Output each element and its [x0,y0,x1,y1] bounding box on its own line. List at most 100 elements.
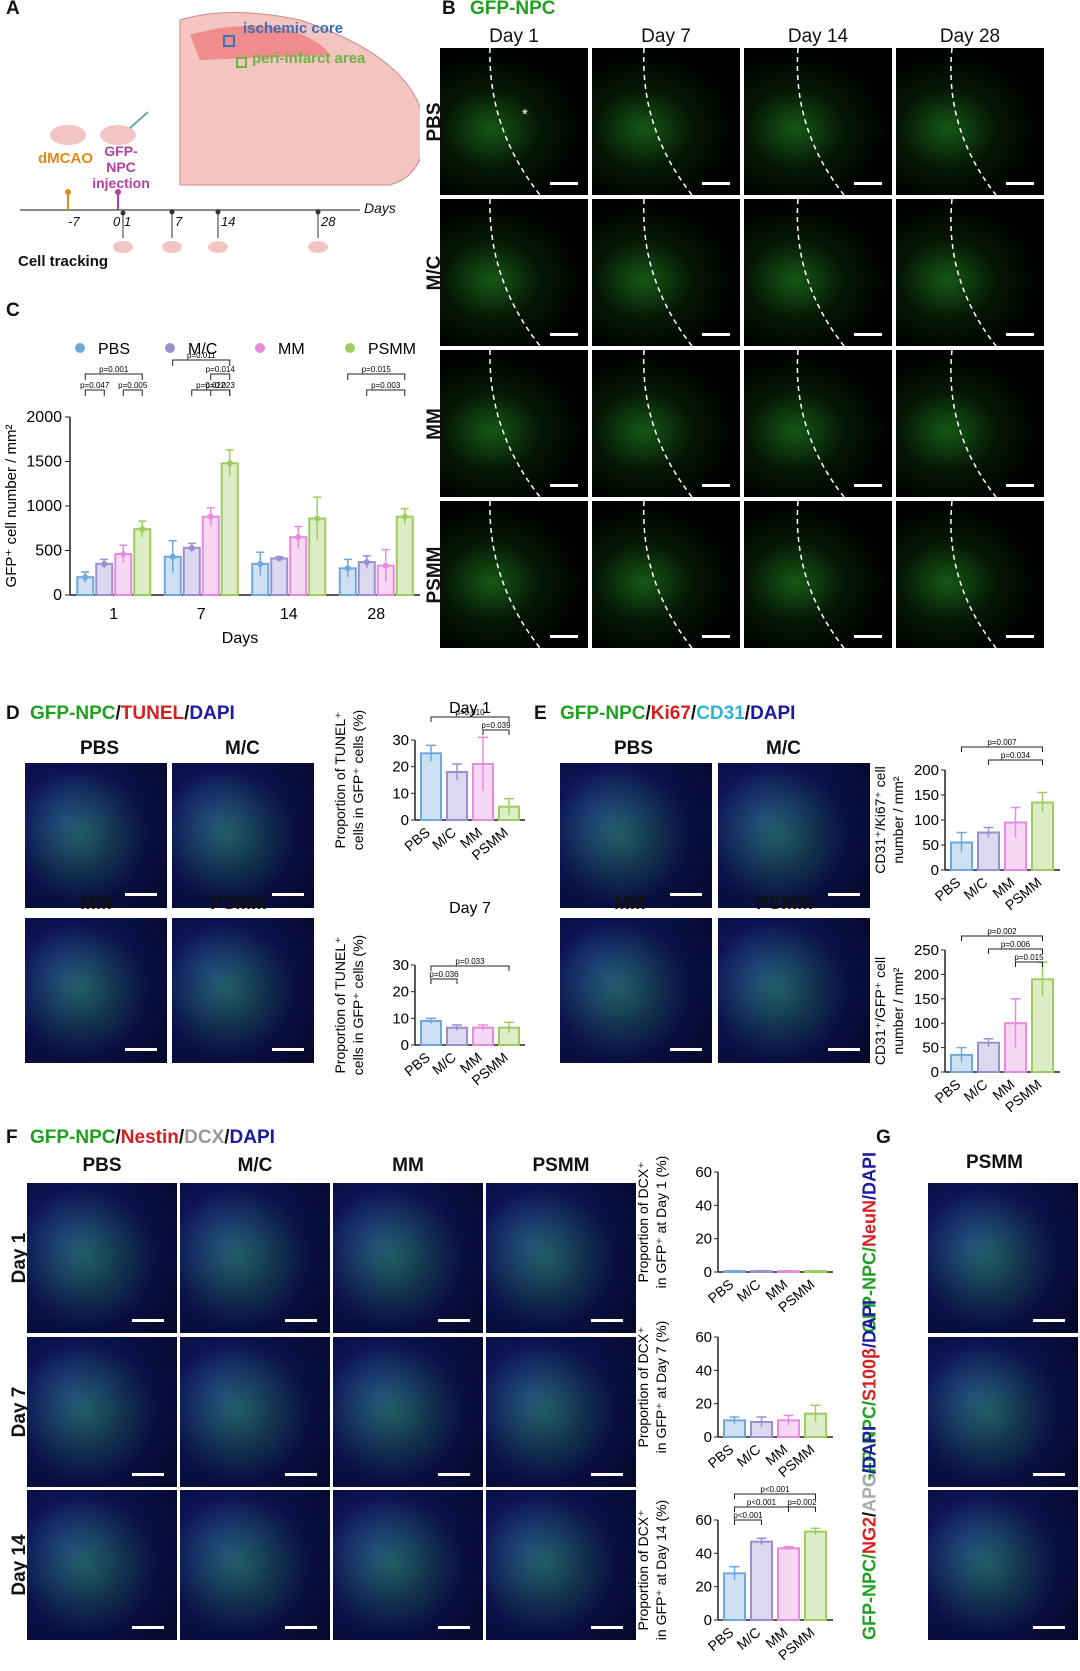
lesion-boundary [489,48,541,195]
y-axis-label: Proportion of DCX⁺ [635,1510,651,1631]
micrograph [440,199,588,346]
y-tick-label: 0 [704,1612,712,1629]
p-value-label: p=0.036 [429,970,459,979]
y-tick-label: 150 [914,787,939,804]
fluorescence [172,763,314,908]
panel-c-letter: C [6,300,20,321]
y-tick-label: 0 [704,1264,712,1281]
p-value-label: p=0.003 [371,381,401,390]
y-tick-label: 20 [392,984,409,1001]
row-header-part: /DAPI [859,1425,880,1474]
column-header: Day 14 [787,26,849,47]
micrograph [718,918,870,1063]
x-tick-label: M/C [733,1276,763,1305]
data-point [139,526,146,533]
y-tick-label: 200 [914,762,939,779]
lesion-boundary [489,501,541,648]
p-value-label: p=0.047 [80,381,110,390]
legend-label: MM [278,341,305,358]
row-header-part: S100β [859,1347,880,1401]
data-point [401,513,408,520]
dashed-line [950,350,997,497]
fluorescence [180,1337,330,1487]
micrograph [560,918,712,1063]
fluorescence [333,1490,483,1640]
chart-e-top: 0 50 100 150 200 CD31⁺/Ki67⁺ cell number / mm²… [872,738,1060,913]
significance-bracket [961,935,1043,941]
row-header-part: GFP-NPC/ [859,1553,880,1640]
fluorescence [718,918,870,1063]
micrograph [440,501,588,648]
lesion-boundary [796,501,845,648]
y-axis-label: in GFP⁺ at Day 7 (%) [653,1321,669,1454]
micrograph [25,763,167,908]
micrograph [27,1490,177,1640]
peri-infarct-marker [236,57,247,68]
panel-b-letter: B [442,0,456,19]
micrograph [180,1183,330,1333]
image-label: M/C [766,738,801,759]
chart-f-day7: 0 20 40 60 Proportion of DCX⁺ in GFP⁺ at Day … [635,1321,833,1480]
y-axis-label: Proportion of DCX⁺ [635,1162,651,1283]
y-tick-label: 10 [392,785,409,802]
panel-g-title: PSMM [966,1152,1023,1173]
p-value-label: p<0.001 [747,1498,777,1507]
x-tick-label: 1 [109,606,118,623]
scale-bar [670,1048,702,1051]
dashed-line [489,48,541,195]
dashed-line [796,48,845,195]
column-header: Day 1 [489,26,539,47]
data-point [82,574,89,581]
peri-infarct-label: peri-infarct area [252,50,366,67]
cell-tracking-label: Cell tracking [18,253,109,270]
image-label: PSMM [756,893,813,914]
lesion-boundary [950,501,997,648]
micrograph: * [440,48,588,195]
image-label: PSMM [210,893,267,914]
bar [723,1572,746,1622]
y-axis-label: number / mm² [890,776,906,863]
scale-bar [438,1319,470,1322]
dashed-line [489,199,541,346]
scale-bar [285,1319,317,1322]
scale-bar [591,1626,623,1629]
timepoint-label: 1 [124,214,132,229]
fluorescence [333,1337,483,1487]
scale-bar [272,1048,304,1051]
significance-bracket [210,389,231,396]
scale-bar [854,484,882,487]
row-header: GFP-NPC/NG2/APC/DAPI [859,1426,881,1640]
data-point [344,565,351,572]
y-tick-label: 200 [914,966,939,983]
panel-e-title: GFP-NPC/Ki67/CD31/DAPI [560,703,796,724]
significance-bracket [734,1519,762,1525]
chart-title: Day 7 [449,900,491,917]
scale-bar [1006,635,1034,638]
fluorescence [928,1490,1078,1640]
significance-bracket [84,389,105,396]
scale-bar [1033,1319,1065,1322]
y-tick-label: 0 [401,1037,409,1054]
data-point [101,560,108,567]
lesion-boundary [796,48,845,195]
micrograph [896,48,1044,195]
dashed-line [796,199,845,346]
micrograph [486,1183,636,1333]
significance-bracket [734,1493,816,1499]
micrograph [560,763,712,908]
y-tick-label: 500 [35,543,62,560]
p-value-label: p=0.033 [455,957,485,966]
timepoint-label: 28 [321,214,336,229]
y-tick-label: 0 [53,587,62,604]
y-axis-label: Proportion of DCX⁺ [635,1327,651,1448]
panel-d-title: GFP-NPC/TUNEL/DAPI [30,703,235,724]
y-tick-label: 50 [922,837,939,854]
row-header-part: APC [859,1473,880,1512]
y-tick-label: 150 [914,991,939,1008]
scale-bar [550,635,578,638]
fluorescence [744,199,892,346]
row-header-part: NeuN [859,1199,880,1247]
p-value-label: p=0.001 [99,365,129,374]
micrograph [333,1490,483,1640]
x-tick-label: 28 [367,606,385,623]
